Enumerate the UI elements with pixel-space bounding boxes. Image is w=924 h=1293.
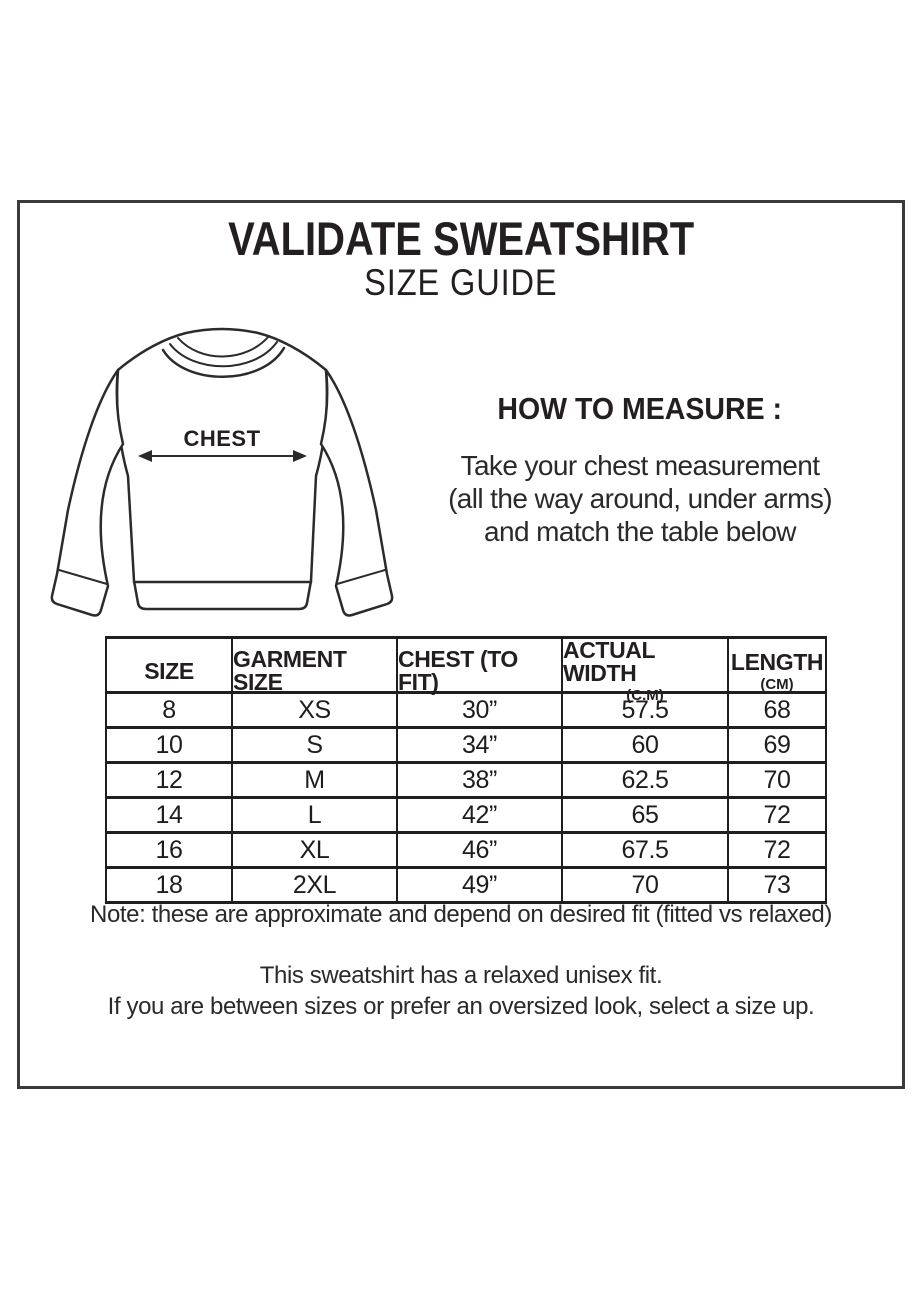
table-row: 8 XS 30” 57.5 68 [107,694,825,729]
table-cell: 38” [398,764,563,796]
column-header-size: SIZE [107,639,233,703]
table-row: 12 M 38” 62.5 70 [107,764,825,799]
column-header-garment-size: GARMENT SIZE [233,639,398,703]
table-cell: 62.5 [563,764,729,796]
table-cell: 69 [763,730,791,759]
left-cuff-line [58,569,108,585]
table-row: 14 L 42” 65 72 [107,799,825,834]
table-cell: 68 [763,695,791,724]
table-cell: 12 [107,764,233,796]
table-cell: 73 [763,870,791,899]
title-block: VALIDATE SWEATSHIRT SIZE GUIDE [17,214,905,303]
right-cuff-line [336,569,386,585]
how-to-measure-section: HOW TO MEASURE : Take your chest measure… [425,391,855,548]
table-row: 18 2XL 49” 70 73 [107,869,825,901]
table-cell: 70 [563,869,729,901]
collar-neckline [161,346,286,378]
table-cell: 14 [107,799,233,831]
how-to-measure-line: and match the table below [484,516,796,547]
table-cell: 30” [398,694,563,726]
table-cell: XL [233,834,398,866]
how-to-measure-line: (all the way around, under arms) [448,483,832,514]
table-cell: M [233,764,398,796]
table-cell: 46” [398,834,563,866]
table-cell: 34” [398,729,563,761]
table-cell: XS [233,694,398,726]
column-header-actual-width-unit: (C.M) [626,687,664,704]
how-to-measure-text: Take your chest measurement (all the way… [425,449,855,548]
table-cell: 8 [107,694,233,726]
table-cell: 70 [763,765,791,794]
how-to-measure-line: Take your chest measurement [460,450,820,481]
column-header-length-unit: (CM) [760,675,794,693]
table-cell: 65 [563,799,729,831]
table-cell: 72 [763,800,791,829]
approx-note: Note: these are approximate and depend o… [90,901,832,928]
table-cell: 60 [563,729,729,761]
table-cell: 67.5 [563,834,729,866]
table-row: 10 S 34” 60 69 [107,729,825,764]
page-subtitle: SIZE GUIDE [364,262,558,304]
table-cell: S [233,729,398,761]
chest-measure-label: CHEST [183,426,260,451]
table-cell: 42” [398,799,563,831]
size-table: SIZE GARMENT SIZE CHEST (TO FIT) ACTUAL … [105,636,827,904]
column-header-chest-to-fit: CHEST (TO FIT) [398,639,563,703]
collar-rib-line [169,341,278,368]
sweatshirt-body-outline [115,327,329,611]
sweatshirt-left-sleeve [50,368,125,617]
table-cell: 72 [763,835,791,864]
size-table-header-row: SIZE GARMENT SIZE CHEST (TO FIT) ACTUAL … [107,639,825,703]
fit-note-block: This sweatshirt has a relaxed unisex fit… [17,960,905,1022]
table-cell: 10 [107,729,233,761]
table-cell: 16 [107,834,233,866]
table-cell: 18 [107,869,233,901]
column-header-actual-width: ACTUAL WIDTH (C.M) [563,639,729,703]
page-title: VALIDATE SWEATSHIRT [227,212,695,265]
table-cell: L [233,799,398,831]
sweatshirt-right-sleeve [319,368,394,617]
sweatshirt-diagram: CHEST [50,327,394,617]
fit-note-line: This sweatshirt has a relaxed unisex fit… [259,962,663,989]
chest-arrowhead-left [138,450,152,462]
table-cell: 49” [398,869,563,901]
table-row: 16 XL 46” 67.5 72 [107,834,825,869]
collar-rib-line [177,335,270,358]
column-header-length: LENGTH (CM) [730,648,824,693]
how-to-measure-heading: HOW TO MEASURE : [497,391,783,426]
table-cell: 57.5 [563,694,729,726]
fit-note-line: If you are between sizes or prefer an ov… [107,993,815,1020]
chest-arrowhead-right [293,450,307,462]
table-cell: 2XL [233,869,398,901]
